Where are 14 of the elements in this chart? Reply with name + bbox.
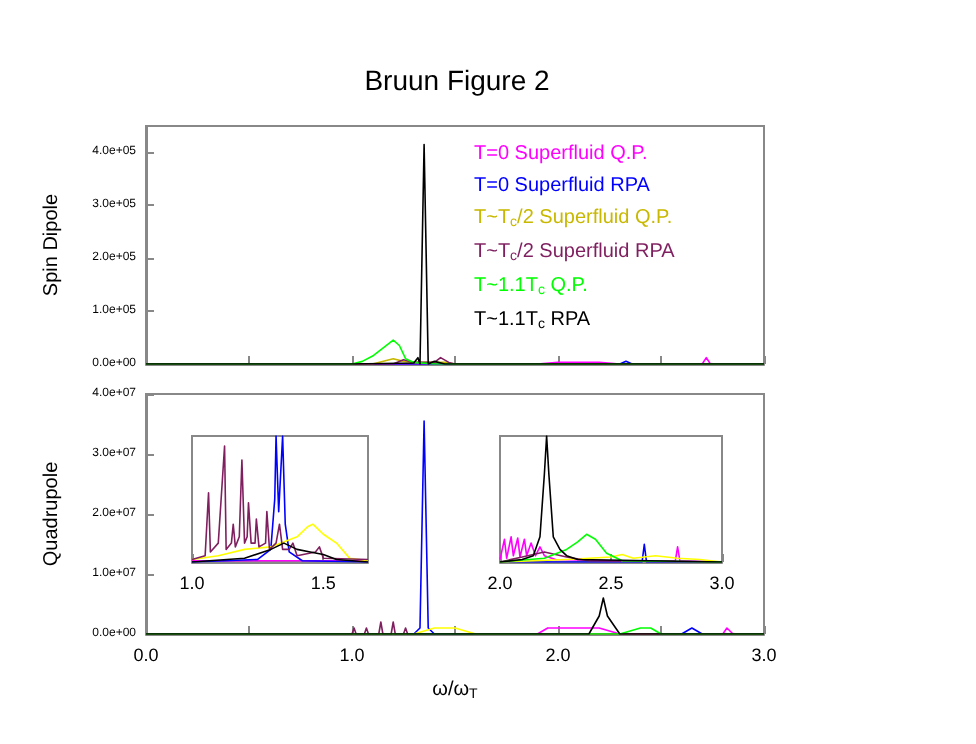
x-tick-label: 1.0	[339, 645, 365, 665]
y-axis-title: Spin Dipole	[41, 192, 63, 297]
text: T=0 Superfluid RPA	[474, 175, 651, 197]
x-tick-label: 2.5	[598, 573, 624, 593]
y-axis-title: Quadrupole	[41, 460, 63, 567]
x-tick-label: 3.0	[751, 645, 777, 665]
text: T=0 Superfluid Q.P.	[474, 143, 648, 165]
x-tick-label: 3.0	[709, 573, 735, 593]
x-tick-label: 2.0	[545, 645, 571, 665]
chart-title: Bruun Figure 2	[364, 64, 551, 96]
x-tick-label: 1.5	[310, 573, 336, 593]
x-tick-label: 2.0	[487, 573, 513, 593]
x-tick-label: 1.0	[179, 573, 205, 593]
x-tick-label: 0.0	[133, 645, 159, 665]
